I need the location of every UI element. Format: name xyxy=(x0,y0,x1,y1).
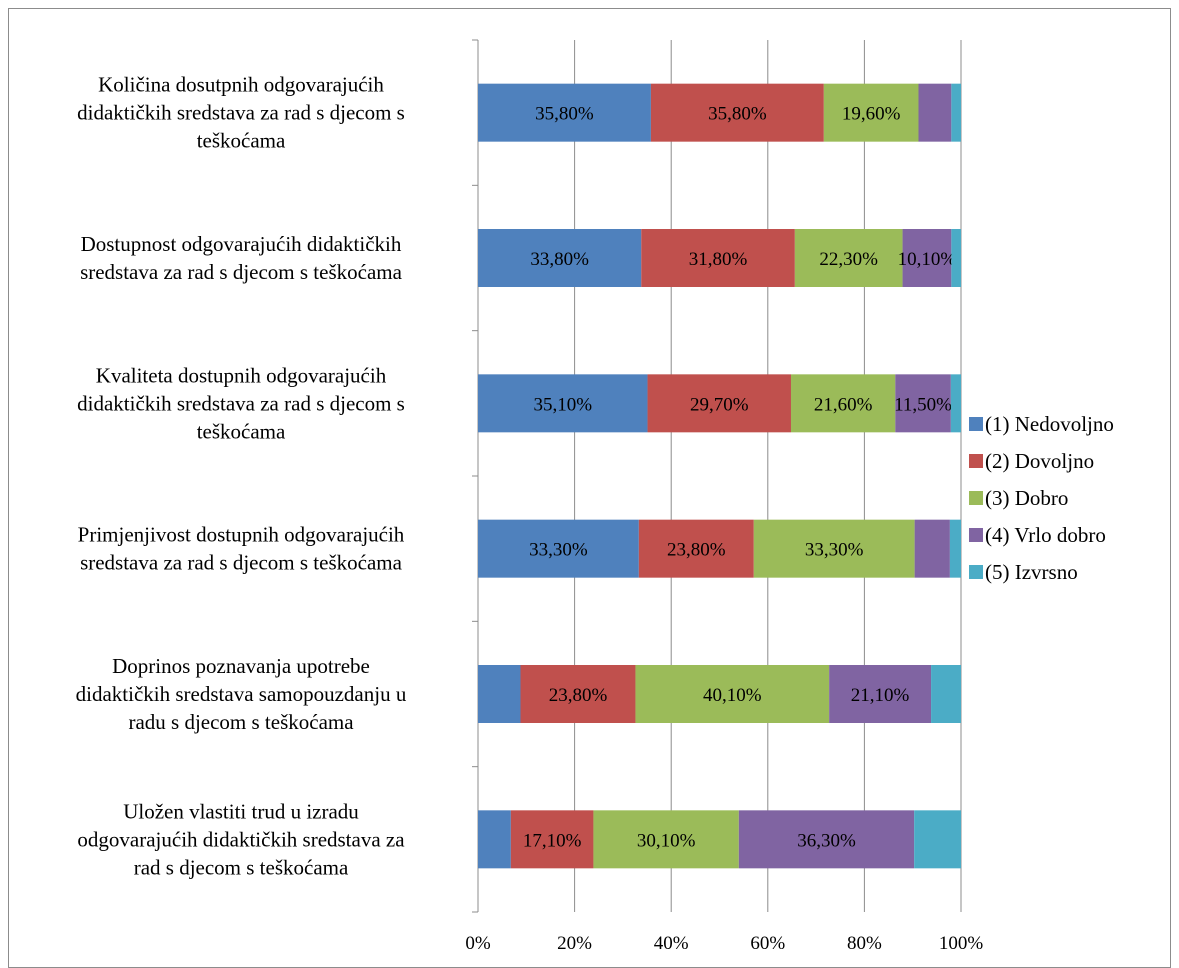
bar-segment xyxy=(918,83,952,142)
bar-segment xyxy=(650,83,824,142)
data-label: 17,10% xyxy=(523,830,582,851)
x-tick-label: 0% xyxy=(465,933,491,954)
bar-segment xyxy=(647,374,791,433)
bar-segment xyxy=(738,810,915,869)
bar-segment xyxy=(635,665,830,723)
bar-segment xyxy=(478,665,521,723)
bar-segment xyxy=(478,83,651,142)
data-label: 31,80% xyxy=(689,249,748,270)
chart-frame: 0% 20% 40% 60% 80% 100% 35,80% 35,80% 19,60% Koli… xyxy=(8,8,1171,968)
category-label: Primjenjivost dostupnih odgovarajućih xyxy=(78,523,405,547)
bar-segment xyxy=(638,519,754,578)
bar-segment xyxy=(794,229,903,287)
bar-segment xyxy=(478,374,648,433)
bar-segment xyxy=(829,665,932,723)
category-label: Količina dosutpnih odgovarajućih xyxy=(98,73,384,97)
bar-segment xyxy=(478,229,642,287)
bar-segment xyxy=(951,229,961,287)
bar-segment xyxy=(914,810,961,869)
data-label: 35,10% xyxy=(533,394,592,415)
legend-swatch xyxy=(969,454,983,468)
bar-segment xyxy=(949,519,961,578)
data-label: 22,30% xyxy=(819,249,878,270)
data-label: 29,70% xyxy=(690,394,749,415)
legend-label: (2) Dovoljno xyxy=(985,449,1094,473)
data-label: 35,80% xyxy=(535,104,594,125)
bar-segment xyxy=(951,83,961,142)
bar-segment xyxy=(478,810,511,869)
bar-segment xyxy=(902,229,952,287)
legend-label: (5) Izvrsno xyxy=(985,560,1078,584)
category-label: teškoćama xyxy=(197,419,286,443)
category-label: sredstava za rad s djecom s teškoćama xyxy=(80,260,403,284)
data-label: 21,60% xyxy=(814,394,873,415)
category-label: didaktičkih sredstava samopouzdanju u xyxy=(76,682,407,706)
data-label: 33,80% xyxy=(530,249,589,270)
category-label: Doprinos poznavanja upotrebe xyxy=(112,654,370,678)
data-label: 33,30% xyxy=(805,540,864,561)
data-label: 21,10% xyxy=(851,685,910,706)
legend-swatch xyxy=(969,528,983,542)
legend-label: (3) Dobro xyxy=(985,486,1068,510)
data-label: 11,50% xyxy=(894,394,952,415)
x-tick-label: 60% xyxy=(750,933,785,954)
bar-segment xyxy=(510,810,594,869)
legend-label: (4) Vrlo dobro xyxy=(985,523,1106,547)
data-label: 30,10% xyxy=(637,830,696,851)
x-tick-label: 100% xyxy=(939,933,984,954)
data-label: 23,80% xyxy=(667,540,726,561)
data-label: 19,60% xyxy=(842,104,901,125)
data-label: 23,80% xyxy=(549,685,608,706)
legend-label: (1) Nedovoljno xyxy=(985,412,1114,436)
category-label: rad s djecom s teškoćama xyxy=(134,855,349,879)
category-label: Kvaliteta dostupnih odgovarajućih xyxy=(96,363,387,387)
category-label: Uložen vlastiti trud u izradu xyxy=(123,799,359,823)
bar-segment xyxy=(520,665,636,723)
category-label: sredstava za rad s djecom s teškoćama xyxy=(80,551,403,575)
stacked-bar-chart: 0% 20% 40% 60% 80% 100% 35,80% 35,80% 19,60% Koli… xyxy=(76,39,1114,954)
bar-segment xyxy=(950,374,961,433)
bar-segment xyxy=(478,519,639,578)
bar-segment xyxy=(790,374,896,433)
category-label: didaktičkih sredstava za rad s djecom s xyxy=(77,101,405,125)
x-tick-label: 80% xyxy=(847,933,882,954)
x-tick-label: 40% xyxy=(654,933,689,954)
data-label: 10,10% xyxy=(898,249,957,270)
category-label: radu s djecom s teškoćama xyxy=(128,710,354,734)
data-label: 40,10% xyxy=(703,685,762,706)
category-label: Dostupnost odgovarajućih didaktičkih xyxy=(81,232,402,256)
bar-segment xyxy=(753,519,915,578)
bar-segment xyxy=(931,665,961,723)
bar-segment xyxy=(914,519,950,578)
bar-segment xyxy=(641,229,795,287)
category-label: odgovarajućih didaktičkih sredstava za xyxy=(77,827,405,851)
legend-swatch xyxy=(969,417,983,431)
category-label: teškoćama xyxy=(197,129,286,153)
category-label: didaktičkih sredstava za rad s djecom s xyxy=(77,391,405,415)
data-label: 36,30% xyxy=(797,830,856,851)
bar-segment xyxy=(895,374,951,433)
data-label: 35,80% xyxy=(708,104,767,125)
data-label: 33,30% xyxy=(529,540,588,561)
legend-swatch xyxy=(969,491,983,505)
bar-segment xyxy=(593,810,739,869)
legend-swatch xyxy=(969,565,983,579)
x-tick-label: 20% xyxy=(557,933,592,954)
bar-segment xyxy=(823,83,919,142)
